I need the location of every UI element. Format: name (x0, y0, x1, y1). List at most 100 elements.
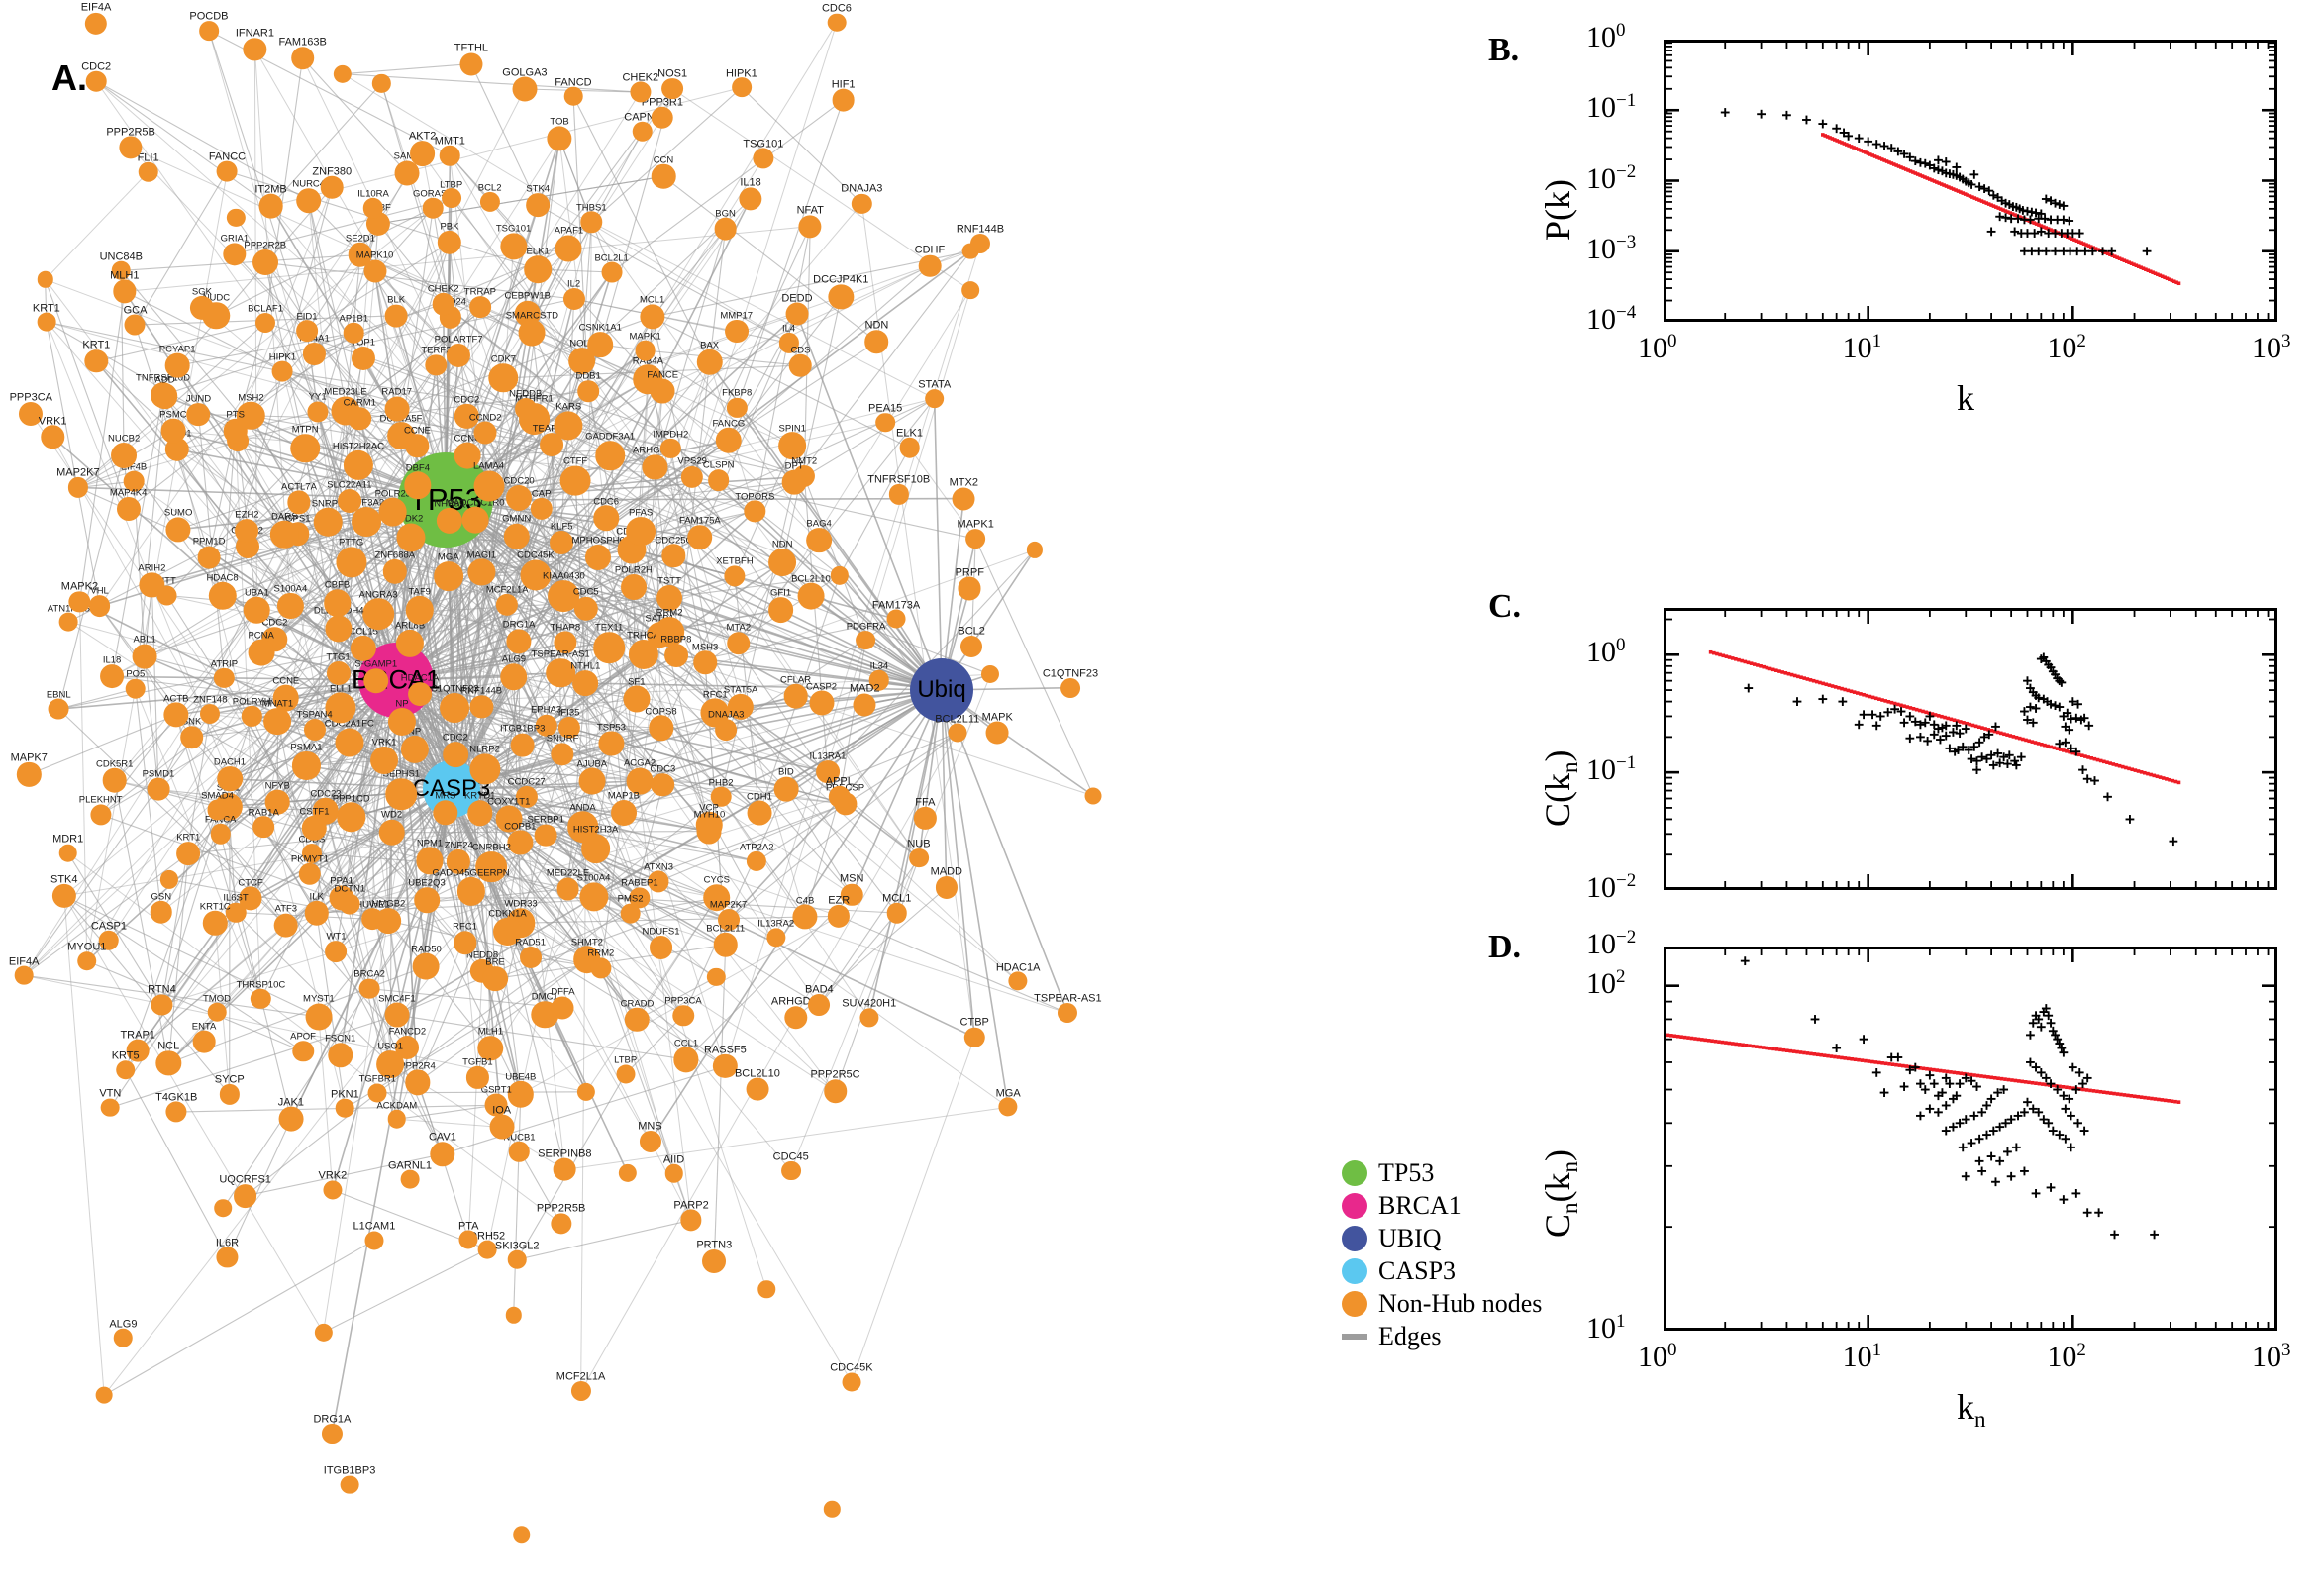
gene-node[interactable] (768, 548, 797, 576)
gene-node[interactable] (475, 850, 508, 883)
gene-node[interactable] (333, 64, 353, 83)
gene-node[interactable] (963, 1027, 985, 1047)
gene-node[interactable] (739, 187, 762, 211)
gene-node[interactable] (325, 692, 356, 724)
gene-node[interactable] (473, 421, 497, 445)
gene-node[interactable] (664, 1164, 683, 1183)
gene-node[interactable] (626, 516, 656, 547)
gene-node[interactable] (1008, 971, 1028, 991)
gene-node[interactable] (400, 1169, 420, 1189)
gene-node[interactable] (413, 952, 440, 980)
gene-node[interactable] (626, 767, 654, 795)
gene-node[interactable] (352, 506, 382, 537)
gene-node[interactable] (514, 397, 537, 420)
gene-node[interactable] (747, 800, 772, 826)
gene-node[interactable] (416, 847, 444, 874)
gene-node[interactable] (363, 259, 387, 283)
gene-node[interactable] (696, 349, 723, 376)
gene-node[interactable] (661, 544, 686, 568)
gene-node[interactable] (484, 1093, 508, 1117)
gene-node[interactable] (239, 886, 262, 910)
gene-node[interactable] (715, 719, 738, 742)
gene-node[interactable] (440, 145, 460, 166)
hub-node-ubiq[interactable] (910, 658, 973, 722)
legend-item-brca1[interactable]: BRCA1 (1342, 1189, 1579, 1222)
gene-node[interactable] (414, 887, 440, 913)
gene-node[interactable] (495, 805, 523, 833)
gene-node[interactable] (505, 1307, 522, 1324)
gene-node[interactable] (642, 454, 668, 480)
gene-node[interactable] (152, 383, 178, 410)
gene-node[interactable] (301, 843, 322, 863)
gene-node[interactable] (914, 807, 937, 830)
gene-node[interactable] (323, 589, 352, 618)
gene-node[interactable] (616, 1064, 636, 1084)
gene-node[interactable] (252, 816, 275, 839)
gene-node[interactable] (526, 193, 551, 218)
gene-node[interactable] (832, 88, 855, 112)
gene-node[interactable] (806, 527, 832, 553)
gene-node[interactable] (363, 667, 389, 694)
gene-node[interactable] (292, 1041, 314, 1062)
gene-node[interactable] (77, 950, 97, 971)
gene-node[interactable] (924, 388, 945, 409)
gene-node[interactable] (864, 330, 889, 353)
gene-node[interactable] (767, 596, 794, 623)
gene-node[interactable] (816, 759, 840, 784)
gene-node[interactable] (290, 433, 320, 463)
gene-node[interactable] (235, 519, 259, 544)
gene-node[interactable] (557, 716, 580, 740)
gene-node[interactable] (307, 401, 329, 423)
gene-node[interactable] (384, 396, 410, 422)
gene-node[interactable] (404, 1069, 431, 1095)
gene-node[interactable] (408, 682, 432, 706)
gene-node[interactable] (125, 678, 147, 699)
gene-node[interactable] (387, 1109, 407, 1129)
gene-node[interactable] (595, 441, 625, 470)
gene-node[interactable] (223, 419, 248, 444)
gene-node[interactable] (189, 295, 214, 320)
gene-node[interactable] (512, 76, 538, 102)
gene-node[interactable] (126, 1039, 150, 1062)
gene-node[interactable] (227, 208, 246, 228)
gene-node[interactable] (798, 214, 822, 239)
gene-node[interactable] (469, 296, 491, 319)
gene-node[interactable] (287, 490, 311, 514)
gene-node[interactable] (598, 731, 624, 756)
gene-node[interactable] (961, 281, 979, 299)
gene-node[interactable] (378, 819, 405, 847)
gene-node[interactable] (113, 279, 137, 304)
gene-node[interactable] (620, 903, 641, 924)
gene-node[interactable] (506, 485, 533, 512)
gene-node[interactable] (336, 1099, 354, 1118)
gene-node[interactable] (298, 862, 322, 886)
gene-node[interactable] (703, 883, 731, 912)
gene-node[interactable] (868, 670, 890, 691)
gene-node[interactable] (727, 397, 748, 418)
gene-node[interactable] (430, 1142, 455, 1167)
gene-node[interactable] (578, 767, 606, 795)
gene-node[interactable] (100, 1098, 120, 1118)
gene-node[interactable] (899, 438, 920, 458)
legend-item-edges[interactable]: Edges (1342, 1320, 1579, 1352)
gene-node[interactable] (304, 900, 329, 926)
gene-node[interactable] (553, 1158, 576, 1181)
gene-node[interactable] (88, 595, 111, 618)
gene-node[interactable] (302, 816, 327, 841)
gene-node[interactable] (290, 46, 315, 70)
gene-node[interactable] (325, 615, 353, 643)
gene-node[interactable] (651, 772, 675, 797)
gene-node[interactable] (214, 1199, 233, 1218)
gene-node[interactable] (859, 1008, 879, 1028)
gene-node[interactable] (138, 161, 158, 183)
gene-node[interactable] (493, 918, 522, 947)
gene-node[interactable] (264, 790, 290, 815)
gene-node[interactable] (551, 743, 574, 766)
gene-node[interactable] (840, 883, 863, 906)
gene-node[interactable] (440, 693, 470, 723)
gene-node[interactable] (214, 667, 235, 689)
gene-node[interactable] (680, 1209, 702, 1231)
gene-node[interactable] (797, 582, 825, 610)
gene-node[interactable] (469, 695, 493, 719)
gene-node[interactable] (663, 644, 688, 668)
